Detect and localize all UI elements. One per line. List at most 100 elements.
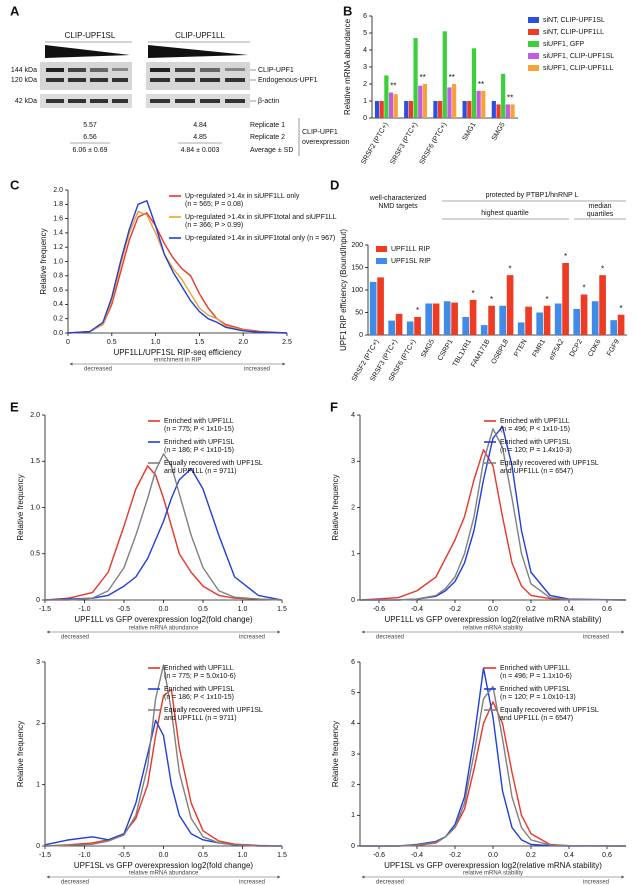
y-tick-label: 5	[351, 690, 355, 697]
band	[112, 68, 128, 71]
legend-label: Enriched with UPF1SL	[500, 686, 571, 693]
legend-note: and UPF1LL (n = 9711)	[164, 715, 237, 722]
row-label: Average ± SD	[250, 147, 293, 154]
y-tick-label: 6	[363, 13, 367, 20]
y-tick-label: 100	[351, 287, 363, 294]
bar	[617, 314, 625, 335]
band-label: β-actin	[258, 98, 279, 105]
bar	[379, 101, 384, 118]
x-tick-label: -1.0	[78, 852, 90, 859]
x-tick-label: SMG5	[491, 121, 507, 142]
gradient-wedge	[45, 45, 130, 58]
legend-label: Enriched with UPF1SL	[164, 686, 235, 693]
quant-value: 4.84 ± 0.003	[181, 147, 220, 154]
band	[150, 78, 170, 82]
x-tick-label: 0.5	[198, 606, 208, 613]
x-axis-label: UPF1LL/UPF1SL RIP-seq efficiency	[113, 348, 241, 357]
y-tick-label: 1.2	[53, 244, 63, 251]
bar	[554, 303, 562, 335]
y-axis-label: Relative frequency	[39, 228, 48, 294]
y-tick-label: 0.5	[30, 551, 40, 558]
y-tick-label: 0.2	[53, 316, 63, 323]
bar	[395, 313, 403, 335]
series-line	[360, 685, 627, 847]
legend-label: Enriched with UPF1LL	[164, 665, 234, 672]
significance: *	[583, 284, 586, 293]
group-header: highest quartile	[481, 210, 529, 217]
x-axis-label: UPF1LL vs GFP overexpression log2(fold c…	[74, 615, 253, 624]
band	[46, 99, 64, 103]
legend-label: Up-regulated >1.4x in siUPF1total and si…	[185, 214, 337, 221]
y-tick-label: 1.6	[53, 215, 63, 222]
y-tick-label: 1.0	[53, 258, 63, 265]
y-tick-label: 50	[355, 309, 363, 316]
significance: **	[449, 73, 455, 82]
x-tick-label: -0.2	[449, 852, 461, 859]
legend-swatch	[528, 17, 539, 23]
x-tick-label: PTEN	[513, 338, 528, 358]
x-tick-label: eIF5A2	[548, 338, 565, 361]
bar	[404, 101, 409, 118]
x-tick-label: 0.0	[488, 606, 498, 613]
x-tick-label: CDK6	[587, 338, 602, 358]
series-line	[359, 448, 627, 601]
legend-label: UPF1SL RIP	[391, 258, 431, 265]
legend-swatch	[528, 29, 539, 35]
row-label: Replicate 2	[250, 134, 285, 141]
bar	[469, 299, 477, 335]
bar	[517, 322, 525, 335]
legend-note: and UPF1LL (n = 6547)	[500, 468, 573, 475]
y-tick-label: 0	[359, 332, 363, 339]
legend-label: Enriched with UPF1LL	[164, 418, 234, 425]
y-tick-label: 2.0	[53, 187, 63, 194]
gradient-wedge	[148, 45, 248, 58]
x-axis-label: UPF1SL vs GFP overexpression log2(relati…	[384, 861, 602, 870]
y-tick-label: 0.0	[53, 330, 63, 337]
bar	[442, 31, 447, 118]
y-tick-label: 2	[363, 81, 367, 88]
bar	[384, 75, 389, 118]
y-tick-label: 4	[351, 720, 355, 727]
significance: *	[416, 306, 419, 315]
bar	[393, 94, 398, 118]
x-tick-label: 2.5	[282, 339, 292, 346]
footer-left: decreased	[376, 880, 404, 885]
bar	[591, 301, 599, 335]
series-line	[45, 453, 283, 601]
x-tick-label: -1.0	[78, 606, 90, 613]
blot-membrane	[146, 94, 250, 108]
y-axis-label: Relative frequency	[16, 721, 25, 787]
y-tick-label: 6	[351, 659, 355, 666]
y-tick-label: 1	[363, 98, 367, 105]
legend-label: siUPF1, CLIP-UPF1SL	[543, 53, 614, 60]
series-line	[67, 200, 288, 334]
band	[46, 78, 64, 82]
legend-label: Enriched with UPF1SL	[164, 439, 235, 446]
y-tick-label: 1.0	[30, 504, 40, 511]
footer-right: increased	[239, 880, 265, 885]
panel-letter: E	[10, 399, 19, 414]
bar	[525, 306, 532, 335]
band	[200, 78, 220, 82]
x-tick-label: SRSF6 (PTC+)	[419, 121, 449, 165]
group-header: NMD targets	[378, 203, 418, 210]
bar	[536, 312, 544, 335]
bar	[562, 263, 569, 335]
x-tick-label: -0.6	[373, 852, 385, 859]
band	[68, 68, 86, 72]
footer-left: decreased	[84, 367, 112, 373]
x-tick-label: FGF9	[606, 338, 621, 357]
y-tick-label: 3	[351, 751, 355, 758]
y-tick-label: 0	[36, 843, 40, 850]
bar	[406, 321, 414, 335]
bar	[388, 320, 396, 335]
bar	[481, 90, 486, 118]
footer-right: increased	[244, 367, 270, 373]
x-tick-label: -0.5	[118, 852, 130, 859]
band	[150, 99, 170, 103]
bar	[543, 305, 551, 335]
x-tick-label: -0.4	[411, 852, 423, 859]
bar	[413, 38, 418, 118]
legend-note: (n = 496; P = 1.1x10-6)	[500, 673, 572, 680]
y-axis-label: Relative mRNA abundance	[343, 18, 352, 115]
